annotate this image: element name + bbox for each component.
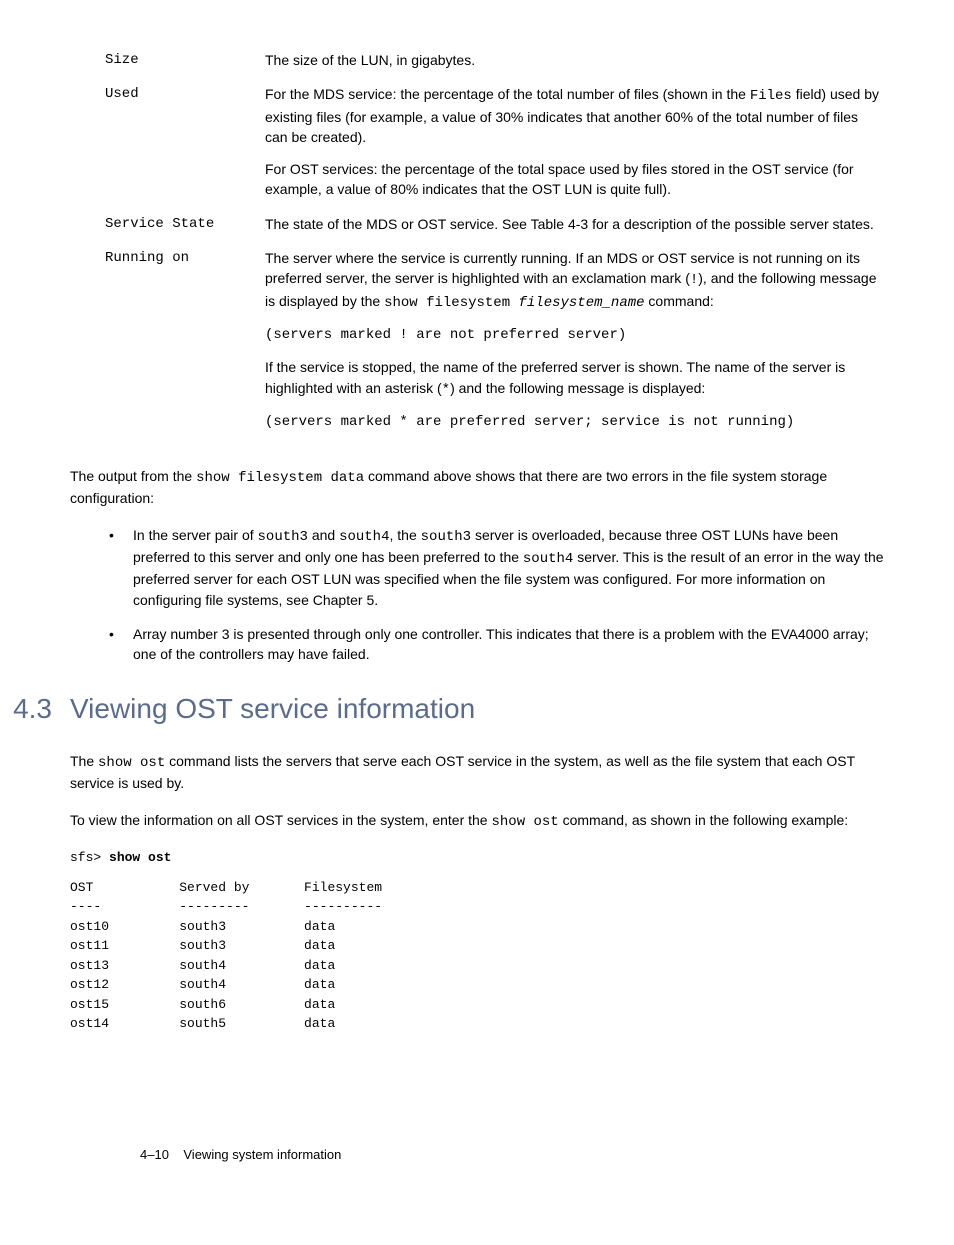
- body-paragraph: The show ost command lists the servers t…: [70, 751, 884, 794]
- table-row: ost12 south4 data: [70, 977, 335, 992]
- def-row-service-state: Service State The state of the MDS or OS…: [70, 214, 884, 248]
- page-footer: 4–10 Viewing system information: [140, 1146, 341, 1165]
- def-desc: The state of the MDS or OST service. See…: [265, 214, 884, 248]
- def-desc: The server where the service is currentl…: [265, 248, 884, 446]
- def-text: If the service is stopped, the name of t…: [265, 357, 884, 400]
- table-row: ost14 south5 data: [70, 1016, 335, 1031]
- def-text: For the MDS service: the percentage of t…: [265, 84, 884, 147]
- table-row: ost10 south3 data: [70, 919, 335, 934]
- list-item: Array number 3 is presented through only…: [105, 624, 884, 665]
- body-paragraph: The output from the show filesystem data…: [70, 466, 884, 509]
- table-row: ost11 south3 data: [70, 938, 335, 953]
- def-term: Used: [70, 84, 265, 213]
- def-term: Running on: [70, 248, 265, 446]
- section-heading: 4.3 Viewing OST service information: [70, 689, 884, 730]
- def-term: Service State: [70, 214, 265, 248]
- definition-table: Size The size of the LUN, in gigabytes. …: [70, 50, 884, 446]
- body-paragraph: To view the information on all OST servi…: [70, 810, 884, 832]
- def-desc: For the MDS service: the percentage of t…: [265, 84, 884, 213]
- command-output: OST Served by Filesystem ---- --------- …: [70, 878, 884, 1034]
- def-text: For OST services: the percentage of the …: [265, 159, 884, 200]
- section-number: 4.3: [0, 689, 70, 730]
- footer-title: Viewing system information: [183, 1147, 341, 1162]
- def-term: Size: [70, 50, 265, 84]
- code-line: (servers marked ! are not preferred serv…: [265, 325, 884, 345]
- section-title: Viewing OST service information: [70, 689, 475, 730]
- code-line: (servers marked * are preferred server; …: [265, 412, 884, 432]
- table-header: OST Served by Filesystem: [70, 880, 382, 895]
- def-desc: The size of the LUN, in gigabytes.: [265, 50, 884, 84]
- command-line: sfs> show ost: [70, 848, 884, 868]
- def-text: The size of the LUN, in gigabytes.: [265, 50, 884, 70]
- table-divider: ---- --------- ----------: [70, 899, 382, 914]
- def-text: The state of the MDS or OST service. See…: [265, 214, 884, 234]
- def-row-size: Size The size of the LUN, in gigabytes.: [70, 50, 884, 84]
- bullet-list: In the server pair of south3 and south4,…: [70, 525, 884, 665]
- table-row: ost13 south4 data: [70, 958, 335, 973]
- def-row-used: Used For the MDS service: the percentage…: [70, 84, 884, 213]
- def-text: The server where the service is currentl…: [265, 248, 884, 313]
- page-number: 4–10: [140, 1147, 169, 1162]
- table-row: ost15 south6 data: [70, 997, 335, 1012]
- list-item: In the server pair of south3 and south4,…: [105, 525, 884, 610]
- def-row-running-on: Running on The server where the service …: [70, 248, 884, 446]
